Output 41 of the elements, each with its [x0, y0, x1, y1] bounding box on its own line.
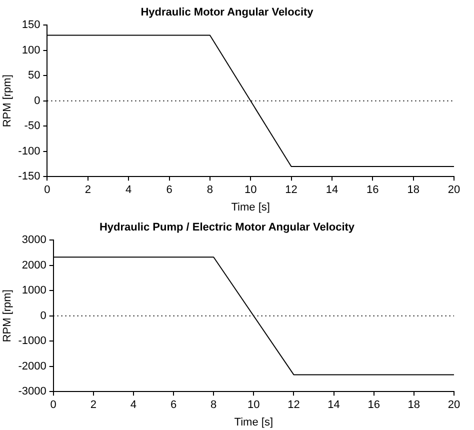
y-tick-label: -150 [18, 170, 40, 183]
y-tick-label: 150 [22, 19, 40, 32]
y-tick-label: 0 [40, 310, 46, 322]
x-tick-label: 14 [326, 184, 338, 196]
x-tick-label: 12 [285, 184, 298, 196]
y-tick-label: -100 [18, 145, 40, 158]
x-tick-label: 16 [368, 399, 380, 412]
x-tick-label: 4 [130, 399, 137, 412]
x-tick-label: 8 [206, 184, 213, 196]
x-tick-label: 16 [366, 184, 379, 196]
x-tick-label: 14 [328, 399, 340, 412]
x-axis-title: Time [s] [231, 201, 270, 214]
x-tick-label: 4 [126, 184, 132, 196]
y-tick-label: 50 [28, 70, 40, 82]
y-tick-label: 2000 [22, 259, 46, 272]
chart-title: Hydraulic Pump / Electric Motor Angular Velocity [99, 222, 356, 234]
x-tick-label: 6 [166, 184, 172, 196]
y-tick-label: 1000 [22, 284, 46, 297]
chart-title: Hydraulic Motor Angular Velocity [140, 6, 314, 19]
y-tick-label: -1000 [18, 335, 46, 348]
x-tick-label: 20 [448, 184, 460, 196]
x-tick-label: 18 [407, 184, 420, 196]
y-tick-label: 100 [22, 44, 40, 56]
x-tick-label: 2 [90, 399, 96, 412]
x-tick-label: 18 [408, 399, 420, 412]
y-axis-title: RPM [rpm] [2, 290, 14, 342]
x-tick-label: 8 [210, 399, 217, 412]
x-tick-label: 20 [448, 399, 460, 412]
x-tick-label: 10 [248, 399, 260, 412]
x-tick-label: 2 [84, 184, 91, 196]
y-tick-label: 0 [34, 94, 40, 107]
y-tick-label: -3000 [18, 386, 46, 398]
y-axis-title: RPM [rpm] [2, 74, 14, 128]
y-tick-label: 3000 [22, 234, 46, 246]
y-tick-label: -50 [24, 120, 40, 132]
x-tick-label: 10 [244, 184, 257, 196]
x-tick-label: 6 [170, 399, 177, 412]
y-tick-label: -2000 [18, 360, 46, 372]
x-axis-title: Time [s] [234, 416, 274, 428]
x-tick-label: 12 [288, 399, 300, 412]
x-tick-label: 0 [50, 399, 56, 412]
